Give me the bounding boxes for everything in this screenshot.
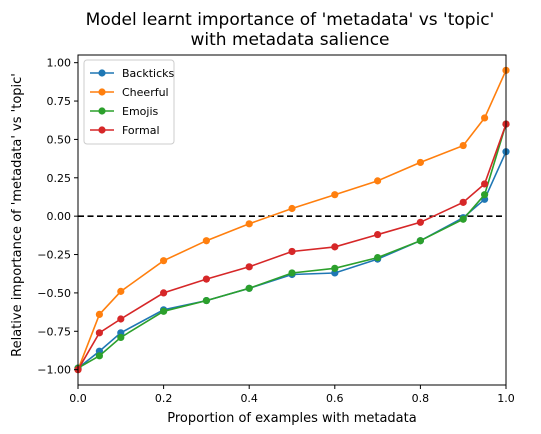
point-emojis-4 xyxy=(202,296,210,305)
point-cheerful-9 xyxy=(416,158,424,167)
point-formal-6 xyxy=(288,247,296,256)
point-emojis-9 xyxy=(416,237,424,245)
y-tick-label-4: 0.00 xyxy=(47,210,72,223)
point-formal-5 xyxy=(245,263,253,271)
legend-box xyxy=(83,59,175,145)
legend-marker-emojis xyxy=(98,107,106,115)
point-formal-8 xyxy=(374,230,382,239)
point-cheerful-4 xyxy=(202,237,210,245)
chart-title-line-1: Model learnt importance of 'metadata' vs… xyxy=(86,10,495,30)
plot-area: 0.0 0.2 0.4 0.6 0.8 1.0 −1.00 −0.75 −0.50 −0.25 0.… xyxy=(37,54,515,405)
point-emojis-1 xyxy=(95,352,103,360)
point-formal-9 xyxy=(416,218,424,226)
point-cheerful-1 xyxy=(95,310,103,318)
point-formal-4 xyxy=(202,275,210,283)
legend-label-formal: Formal xyxy=(122,124,160,137)
point-cheerful-7 xyxy=(331,191,339,199)
legend-label-backticks: Backticks xyxy=(122,67,174,80)
point-formal-10 xyxy=(459,198,467,206)
point-emojis-7 xyxy=(331,264,339,272)
y-tick-label-7: 0.75 xyxy=(47,95,72,108)
point-formal-11 xyxy=(481,180,489,188)
point-cheerful-11 xyxy=(481,114,489,122)
series-line-backticks xyxy=(77,151,507,369)
legend: Backticks Cheerful Emojis Formal xyxy=(83,59,175,145)
y-tick-label-1: −0.75 xyxy=(37,325,71,338)
x-tick-label-2: 0.4 xyxy=(240,392,258,405)
point-emojis-11 xyxy=(481,191,489,199)
y-axis-label: Relative importance of 'metadata' vs 'to… xyxy=(10,73,25,357)
point-cheerful-8 xyxy=(374,177,382,185)
point-formal-1 xyxy=(95,329,103,337)
point-emojis-3 xyxy=(160,307,168,315)
legend-marker-backticks xyxy=(98,69,106,77)
y-tick-label-8: 1.00 xyxy=(47,57,72,70)
series-line-formal xyxy=(77,123,507,371)
point-cheerful-6 xyxy=(288,204,296,213)
y-tick-label-2: −0.50 xyxy=(37,287,71,300)
legend-label-emojis: Emojis xyxy=(122,105,159,118)
series-line-emojis xyxy=(77,123,507,369)
point-formal-2 xyxy=(117,315,125,323)
x-tick-label-1: 0.2 xyxy=(155,392,173,405)
point-emojis-10 xyxy=(459,215,467,223)
x-tick-label-3: 0.6 xyxy=(326,392,344,405)
point-cheerful-10 xyxy=(459,141,467,150)
legend-label-cheerful: Cheerful xyxy=(122,86,169,99)
point-cheerful-3 xyxy=(160,257,168,265)
y-tick-label-0: −1.00 xyxy=(37,364,71,377)
point-formal-7 xyxy=(331,243,339,251)
chart-title-line-2: with metadata salience xyxy=(190,30,389,50)
legend-marker-cheerful xyxy=(98,88,106,96)
point-emojis-5 xyxy=(245,284,253,292)
point-cheerful-2 xyxy=(117,287,125,295)
y-tick-label-5: 0.25 xyxy=(47,172,72,185)
legend-marker-formal xyxy=(98,126,106,134)
x-axis-label: Proportion of examples with metadata xyxy=(167,411,416,426)
point-formal-3 xyxy=(160,289,168,297)
point-emojis-2 xyxy=(117,333,125,342)
y-tick-label-3: −0.25 xyxy=(37,249,71,262)
x-tick-label-0: 0.0 xyxy=(69,392,87,405)
point-cheerful-5 xyxy=(245,220,253,228)
point-emojis-6 xyxy=(288,269,296,277)
y-tick-label-6: 0.50 xyxy=(47,133,72,146)
axes-frame xyxy=(77,54,507,386)
point-emojis-8 xyxy=(374,254,382,262)
x-tick-label-4: 0.8 xyxy=(412,392,430,405)
x-tick-label-5: 1.0 xyxy=(497,392,515,405)
